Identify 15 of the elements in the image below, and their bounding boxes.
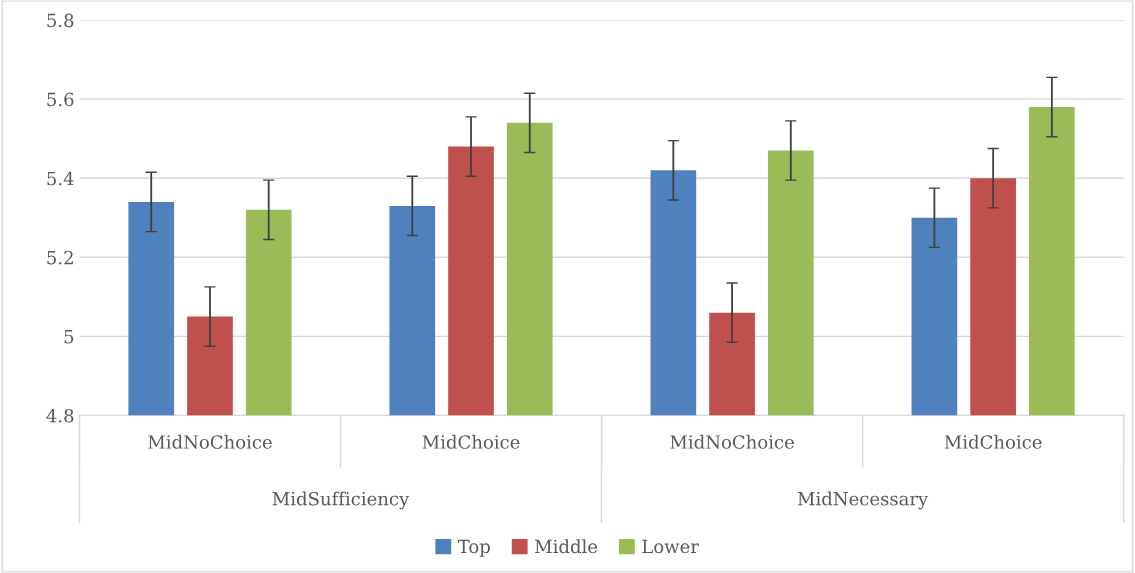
- x-tick-label: MidChoice: [422, 434, 520, 449]
- legend-label: Top: [457, 539, 490, 557]
- y-tick-label: 5.8: [47, 13, 74, 28]
- y-tick-label: 5.6: [47, 92, 74, 107]
- legend-label: Lower: [642, 539, 699, 554]
- text: MidNecessary: [797, 491, 929, 510]
- y-tick-label: 5.4: [47, 171, 74, 186]
- y-tick-label: 5.2: [47, 250, 73, 265]
- x-tick-label: MidNoChoice: [148, 434, 272, 449]
- y-tick-label: 5: [64, 330, 74, 344]
- x-tick-label: MidChoice: [944, 434, 1042, 449]
- y-tick-label: 4.8: [46, 408, 74, 423]
- text: MidSufficiency: [272, 491, 410, 510]
- x-tick-label: MidNoChoice: [670, 434, 794, 449]
- legend-label: Middle: [535, 539, 598, 554]
